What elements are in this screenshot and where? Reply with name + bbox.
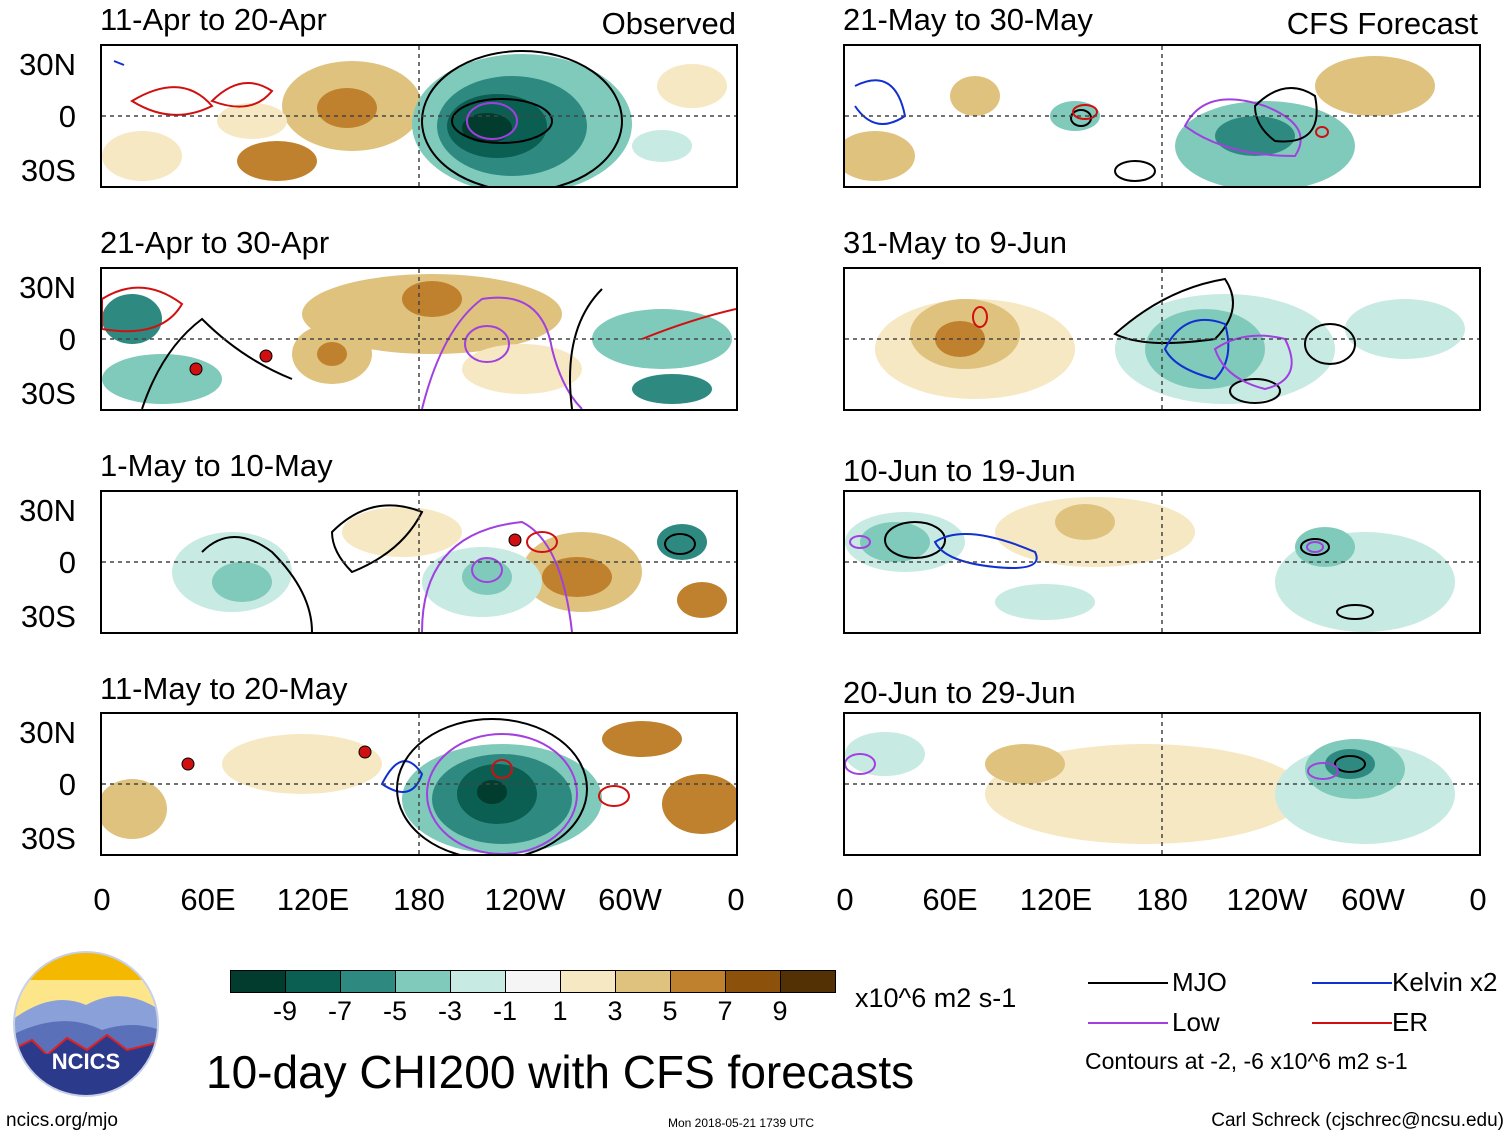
panel-title-4: 11-May to 20-May: [100, 671, 348, 706]
map-panel-7: [843, 490, 1481, 634]
panel-title-6: 31-May to 9-Jun: [843, 225, 1067, 260]
lat-label-eq: 0: [58, 99, 76, 134]
lon-label-60w: 60W: [1341, 882, 1405, 917]
lon-label-0: 0: [93, 882, 111, 917]
colorbar-cell: [230, 970, 286, 993]
lat-label-eq: 0: [58, 545, 76, 580]
colorbar-tick-label: -5: [382, 996, 407, 1026]
panel-title-8: 20-Jun to 29-Jun: [843, 675, 1076, 710]
lon-label-60w: 60W: [598, 882, 662, 917]
legend-note: Contours at -2, -6 x10^6 m2 s-1: [1085, 1048, 1408, 1074]
lat-label-30n: 30N: [19, 715, 76, 750]
legend-kelvin-label: Kelvin x2: [1392, 967, 1498, 997]
lon-label-120e: 120E: [276, 882, 350, 917]
panel-5-field: [845, 46, 1479, 186]
colorbar-cell: [615, 970, 671, 993]
map-panel-1: [100, 44, 738, 188]
lat-label-eq: 0: [58, 767, 76, 802]
lat-label-30s: 30S: [20, 376, 76, 411]
lat-label-30n: 30N: [19, 493, 76, 528]
logo-text: NCICS: [52, 1049, 120, 1074]
colorbar-tick-label: -9: [272, 996, 297, 1026]
panel-title-1: 11-Apr to 20-Apr: [100, 2, 327, 37]
panel-title-5: 21-May to 30-May: [843, 2, 1093, 37]
panel-title-2: 21-Apr to 30-Apr: [100, 225, 330, 260]
colorbar-tick-label: 1: [552, 996, 568, 1026]
colorbar-tick-label: 3: [607, 996, 623, 1026]
colorbar-tick-label: -1: [492, 996, 517, 1026]
main-title: 10-day CHI200 with CFS forecasts: [206, 1046, 915, 1098]
lat-label-30n: 30N: [19, 270, 76, 305]
colorbar-tick-label: 9: [772, 996, 788, 1026]
lon-label-120w: 120W: [1226, 882, 1308, 917]
colorbar-cell: [340, 970, 396, 993]
colorbar-cell: [450, 970, 506, 993]
panel-3-field: [102, 492, 736, 632]
panel-title-3: 1-May to 10-May: [100, 448, 333, 483]
map-panel-4: [100, 712, 738, 856]
panel-6-field: [845, 269, 1479, 409]
colorbar-tick-label: 5: [662, 996, 678, 1026]
colorbar-labels: -9 -7 -5 -3 -1 1 3 5 7 9: [230, 998, 835, 1028]
panel-8-field: [845, 714, 1479, 854]
colorbar-cell: [670, 970, 726, 993]
colorbar-cell: [395, 970, 451, 993]
colorbar-tick-label: -3: [437, 996, 462, 1026]
map-panel-5: [843, 44, 1481, 188]
legend-er-label: ER: [1392, 1007, 1429, 1037]
lat-label-30n: 30N: [19, 47, 76, 82]
lon-label-60e: 60E: [922, 882, 978, 917]
map-panel-6: [843, 267, 1481, 411]
legend-low-label: Low: [1172, 1007, 1220, 1037]
lon-label-120e: 120E: [1019, 882, 1093, 917]
legend-er-line: [1312, 1022, 1392, 1024]
lat-label-30s: 30S: [20, 599, 76, 634]
colorbar-tick-label: 7: [717, 996, 733, 1026]
map-panel-3: [100, 490, 738, 634]
ncics-logo: NCICS: [12, 950, 160, 1098]
lon-label-0: 0: [836, 882, 854, 917]
panel-1-field: [102, 46, 736, 186]
panel-7-field: [845, 492, 1479, 632]
lat-label-30s: 30S: [20, 153, 76, 188]
footer-timestamp: Mon 2018-05-21 1739 UTC: [668, 1116, 815, 1130]
panel-4-field: [102, 714, 736, 854]
panel-2-field: [102, 269, 736, 409]
map-panel-8: [843, 712, 1481, 856]
map-panel-2: [100, 267, 738, 411]
colorbar-cell: [560, 970, 616, 993]
forecast-header: CFS Forecast: [1286, 6, 1478, 41]
colorbar-cell: [780, 970, 836, 993]
lon-label-60e: 60E: [180, 882, 236, 917]
lon-label-0-end: 0: [727, 882, 745, 917]
lon-label-180: 180: [1136, 882, 1188, 917]
colorbar-cell: [285, 970, 341, 993]
lon-label-120w: 120W: [484, 882, 566, 917]
panel-title-7: 10-Jun to 19-Jun: [843, 453, 1076, 488]
colorbar-units: x10^6 m2 s-1: [855, 983, 1017, 1013]
legend-mjo-label: MJO: [1172, 967, 1227, 997]
colorbar-tick-label: -7: [327, 996, 352, 1026]
legend-kelvin-line: [1312, 982, 1392, 984]
footer-author: Carl Schreck (cjschrec@ncsu.edu): [1211, 1110, 1504, 1131]
footer-url[interactable]: ncics.org/mjo: [6, 1110, 118, 1131]
lon-label-0-end: 0: [1469, 882, 1487, 917]
legend-low-line: [1088, 1022, 1168, 1024]
colorbar-cell: [725, 970, 781, 993]
lon-label-180: 180: [393, 882, 445, 917]
legend-mjo-line: [1088, 982, 1168, 984]
colorbar: [230, 970, 836, 995]
colorbar-cell: [505, 970, 561, 993]
observed-header: Observed: [601, 6, 736, 41]
lat-label-30s: 30S: [20, 821, 76, 856]
lat-label-eq: 0: [58, 322, 76, 357]
